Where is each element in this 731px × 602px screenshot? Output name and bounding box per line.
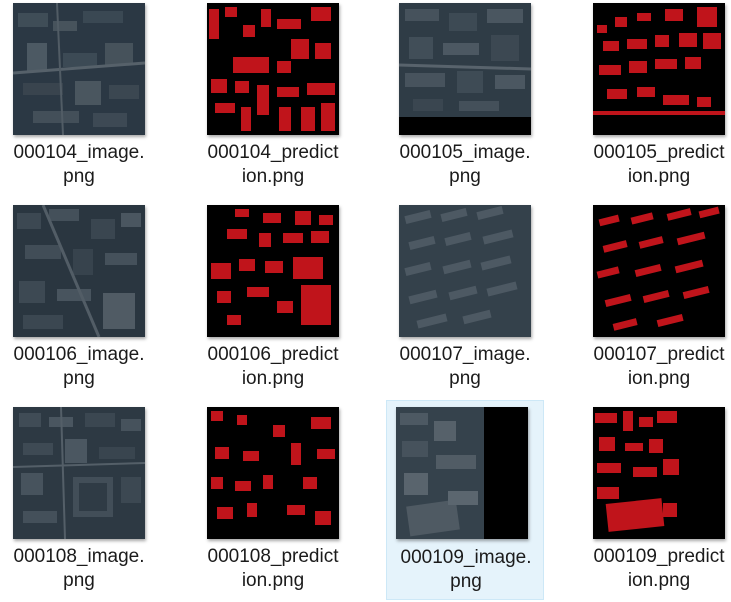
- file-item-000107-image[interactable]: 000107_image. png: [386, 202, 544, 400]
- file-name-label: 000104_predict ion.png: [207, 142, 339, 187]
- file-item-000106-prediction[interactable]: 000106_predict ion.png: [194, 202, 352, 400]
- file-thumbnail-satellite: [13, 3, 145, 135]
- file-item-000105-prediction[interactable]: 000105_predict ion.png: [580, 0, 731, 198]
- file-name-label: 000107_image. png: [399, 344, 531, 389]
- file-thumbnail-prediction-mask: [207, 407, 339, 539]
- file-name-label: 000106_predict ion.png: [207, 344, 339, 389]
- file-item-000106-image[interactable]: 000106_image. png: [0, 202, 158, 400]
- file-item-000107-prediction[interactable]: 000107_predict ion.png: [580, 202, 731, 400]
- file-name-label: 000109_predict ion.png: [593, 546, 725, 591]
- file-item-000108-image[interactable]: 000108_image. png: [0, 404, 158, 602]
- file-thumbnail-satellite: [399, 205, 531, 337]
- file-thumbnail-prediction-mask: [593, 407, 725, 539]
- file-name-label: 000107_predict ion.png: [593, 344, 725, 389]
- file-thumbnail-prediction-mask: [593, 205, 725, 337]
- file-name-label: 000106_image. png: [13, 344, 145, 389]
- file-name-label: 000104_image. png: [13, 142, 145, 187]
- file-item-000109-prediction[interactable]: 000109_predict ion.png: [580, 404, 731, 602]
- file-name-label: 000109_image. png: [400, 547, 532, 592]
- file-name-label: 000108_predict ion.png: [207, 546, 339, 591]
- file-thumbnail-prediction-mask: [593, 3, 725, 135]
- file-item-000109-image[interactable]: 000109_image. png: [386, 400, 544, 600]
- file-name-label: 000108_image. png: [13, 546, 145, 591]
- file-thumbnail-satellite: [399, 3, 531, 135]
- file-name-label: 000105_predict ion.png: [593, 142, 725, 187]
- file-item-000108-prediction[interactable]: 000108_predict ion.png: [194, 404, 352, 602]
- file-thumbnail-prediction-mask: [207, 3, 339, 135]
- file-item-000105-image[interactable]: 000105_image. png: [386, 0, 544, 198]
- file-thumbnail-satellite: [13, 205, 145, 337]
- file-thumbnail-prediction-mask: [207, 205, 339, 337]
- file-thumbnail-satellite: [396, 407, 528, 539]
- file-item-000104-prediction[interactable]: 000104_predict ion.png: [194, 0, 352, 198]
- file-name-label: 000105_image. png: [399, 142, 531, 187]
- file-thumbnail-satellite: [13, 407, 145, 539]
- file-item-000104-image[interactable]: 000104_image. png: [0, 0, 158, 198]
